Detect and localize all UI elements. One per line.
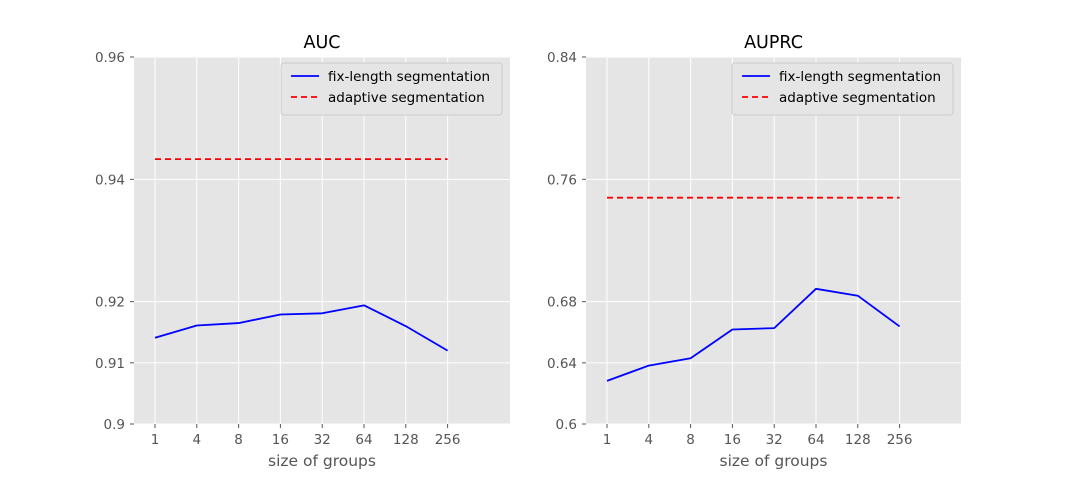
auc-panel: 0.9 0.91 0.92 0.94 0.96 1 4 8 16 32 64 128 256 AUC siz… (95, 33, 510, 470)
x-tick-label: 256 (435, 432, 461, 448)
x-tick-label: 8 (686, 432, 695, 448)
legend-label: fix-length segmentation (779, 69, 941, 85)
x-axis-label: size of groups (720, 452, 828, 470)
x-tick-label: 4 (645, 432, 654, 448)
data-point (446, 157, 450, 161)
x-tick-label: 128 (393, 432, 419, 448)
x-tick-label: 8 (234, 432, 243, 448)
data-point (153, 157, 157, 161)
data-point (362, 157, 366, 161)
data-point (320, 157, 324, 161)
data-point (278, 313, 282, 317)
y-tick-label: 0.9 (104, 417, 125, 433)
x-axis-label: size of groups (268, 452, 376, 470)
data-point (814, 196, 818, 200)
fix-length-series-line (606, 287, 901, 382)
y-tick-label: 0.84 (547, 50, 577, 66)
y-tick-label: 0.91 (95, 356, 125, 372)
data-point (856, 294, 860, 298)
data-point (898, 324, 902, 328)
legend-label: fix-length segmentation (328, 69, 490, 85)
data-point (237, 157, 241, 161)
y-tick-label: 0.6 (556, 417, 577, 433)
x-tick-label: 64 (355, 432, 372, 448)
x-tick-label: 16 (724, 432, 741, 448)
data-point (814, 287, 818, 291)
data-point (772, 196, 776, 200)
y-tick-label: 0.94 (95, 172, 125, 188)
data-point (856, 196, 860, 200)
data-point (647, 364, 651, 368)
data-point (195, 157, 199, 161)
y-tick-label: 0.96 (95, 50, 125, 66)
data-point (605, 196, 609, 200)
data-point (237, 321, 241, 325)
x-tick-label: 64 (807, 432, 824, 448)
data-point (689, 356, 693, 360)
chart-title: AUPRC (744, 33, 803, 53)
data-point (153, 336, 157, 340)
x-tick-label: 1 (151, 432, 160, 448)
x-tick-label: 32 (766, 432, 783, 448)
data-point (730, 327, 734, 331)
y-tick-label: 0.92 (95, 295, 125, 311)
x-tick-label: 256 (887, 432, 913, 448)
x-tick-label: 1 (603, 432, 612, 448)
data-point (446, 349, 450, 353)
data-point (898, 196, 902, 200)
legend: fix-length segmentation adaptive segmenta… (280, 62, 503, 116)
data-point (772, 326, 776, 330)
legend-box (280, 62, 503, 116)
chart-title: AUC (304, 33, 341, 53)
y-tick-label: 0.64 (547, 356, 577, 372)
x-tick-label: 128 (845, 432, 871, 448)
x-tick-label: 32 (314, 432, 331, 448)
legend: fix-length segmentation adaptive segmenta… (731, 62, 954, 116)
data-point (362, 303, 366, 307)
legend-label: adaptive segmentation (328, 90, 485, 106)
legend-box (731, 62, 954, 116)
x-tick-label: 4 (193, 432, 202, 448)
data-point (320, 311, 324, 315)
fix-length-series-line (154, 304, 449, 352)
data-point (404, 324, 408, 328)
data-point (689, 196, 693, 200)
data-point (730, 196, 734, 200)
data-point (278, 157, 282, 161)
data-point (647, 196, 651, 200)
data-point (605, 379, 609, 383)
y-tick-label: 0.76 (547, 172, 577, 188)
data-point (404, 157, 408, 161)
data-point (195, 324, 199, 328)
x-tick-label: 16 (272, 432, 289, 448)
legend-label: adaptive segmentation (779, 90, 936, 106)
auprc-panel: 0.6 0.64 0.68 0.76 0.84 1 4 8 16 32 64 128 256 AUPRC s… (547, 33, 961, 470)
y-tick-label: 0.68 (547, 295, 577, 311)
